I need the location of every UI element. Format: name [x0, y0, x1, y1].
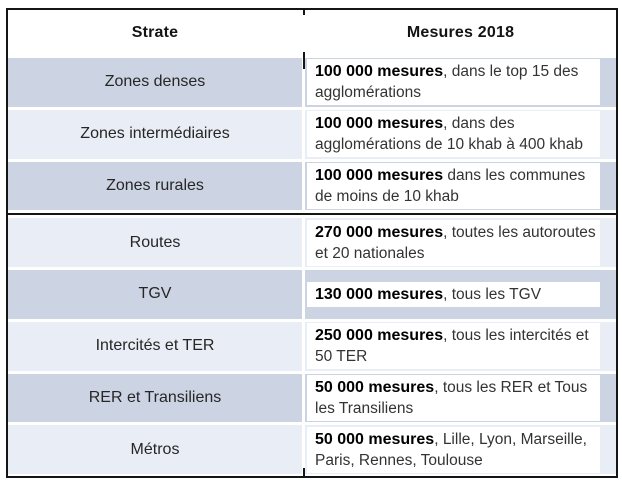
mesures-count-bold: 100 000 mesures — [315, 115, 444, 133]
measures-table: Strate Mesures 2018 Zones denses 100 000… — [6, 8, 618, 478]
mesures-count-bold: 50 000 mesures — [315, 378, 435, 396]
table-body: Zones denses 100 000 mesures, dans le to… — [8, 58, 616, 474]
mesures-description: , dans le top 15 des agglomérations — [315, 63, 579, 102]
mesures-description: , tous les TGV — [443, 285, 542, 303]
mesures-text: 270 000 mesures, toutes les autoroutes e… — [307, 219, 600, 266]
mesures-cell: 100 000 mesures, dans le top 15 des aggl… — [305, 58, 616, 107]
mesures-count-bold: 100 000 mesures — [315, 166, 444, 184]
mesures-cell: 100 000 mesures dans les communes de moi… — [305, 161, 616, 211]
mesures-text: 250 000 mesures, tous les intercités et … — [307, 323, 600, 370]
column-divider-tick-top — [303, 8, 305, 15]
mesures-cell: 130 000 mesures, tous les TGV — [305, 270, 616, 319]
mesures-cell: 250 000 mesures, tous les intercités et … — [305, 321, 616, 371]
mesures-description: dans les communes de moins de 10 khab — [315, 166, 586, 205]
strate-cell: RER et Transiliens — [8, 373, 302, 423]
mesures-text: 100 000 mesures, dans le top 15 des aggl… — [307, 59, 600, 106]
mesures-cell: 50 000 mesures, tous les RER et Tous les… — [305, 373, 616, 423]
mesures-text: 130 000 mesures, tous les TGV — [307, 281, 600, 307]
strate-cell: Routes — [8, 218, 302, 267]
mesures-description: , tous les RER et Tous les Transiliens — [315, 378, 588, 417]
mesures-text: 50 000 mesures, tous les RER et Tous les… — [307, 374, 600, 421]
header-mesures-2018: Mesures 2018 — [406, 24, 515, 41]
mesures-cell: 50 000 mesures, Lille, Lyon, Marseille, … — [305, 425, 616, 474]
table-row: Intercités et TER 250 000 mesures, tous … — [8, 321, 616, 371]
mesures-text: 100 000 mesures, dans des agglomérations… — [307, 111, 600, 158]
column-divider-tick-bottom — [303, 468, 305, 478]
mesures-description: , tous les intercités et 50 TER — [315, 327, 589, 366]
section-divider — [8, 213, 616, 216]
table-row: Zones intermédiaires 100 000 mesures, da… — [8, 109, 616, 159]
strate-cell: Intercités et TER — [8, 321, 302, 371]
table-row: RER et Transiliens 50 000 mesures, tous … — [8, 373, 616, 423]
table-row: Zones denses 100 000 mesures, dans le to… — [8, 58, 616, 107]
table-header-row: Strate Mesures 2018 — [8, 10, 616, 56]
mesures-cell: 270 000 mesures, toutes les autoroutes e… — [305, 218, 616, 267]
mesures-cell: 100 000 mesures, dans des agglomérations… — [305, 109, 616, 159]
mesures-count-bold: 130 000 mesures — [315, 285, 444, 303]
mesures-count-bold: 50 000 mesures — [315, 430, 435, 448]
strate-cell: Zones rurales — [8, 161, 302, 211]
mesures-text: 100 000 mesures dans les communes de moi… — [307, 162, 600, 209]
table-row: Métros 50 000 mesures, Lille, Lyon, Mars… — [8, 425, 616, 474]
strate-cell: Zones denses — [8, 58, 302, 107]
mesures-description: , toutes les autoroutes et 20 nationales — [315, 223, 596, 262]
strate-cell: Métros — [8, 425, 302, 474]
mesures-description: , Lille, Lyon, Marseille, Paris, Rennes,… — [315, 430, 587, 469]
table-row: Routes 270 000 mesures, toutes les autor… — [8, 218, 616, 267]
column-divider-tick-header — [303, 52, 305, 69]
mesures-description: , dans des agglomérations de 10 khab à 4… — [315, 115, 584, 154]
table-row: TGV 130 000 mesures, tous les TGV — [8, 270, 616, 319]
table-row: Zones rurales 100 000 mesures dans les c… — [8, 161, 616, 211]
strate-cell: TGV — [8, 270, 302, 319]
mesures-count-bold: 250 000 mesures — [315, 327, 444, 345]
header-strate: Strate — [131, 24, 179, 41]
mesures-count-bold: 100 000 mesures — [315, 63, 444, 81]
strate-cell: Zones intermédiaires — [8, 109, 302, 159]
mesures-text: 50 000 mesures, Lille, Lyon, Marseille, … — [307, 426, 600, 473]
mesures-count-bold: 270 000 mesures — [315, 223, 444, 241]
